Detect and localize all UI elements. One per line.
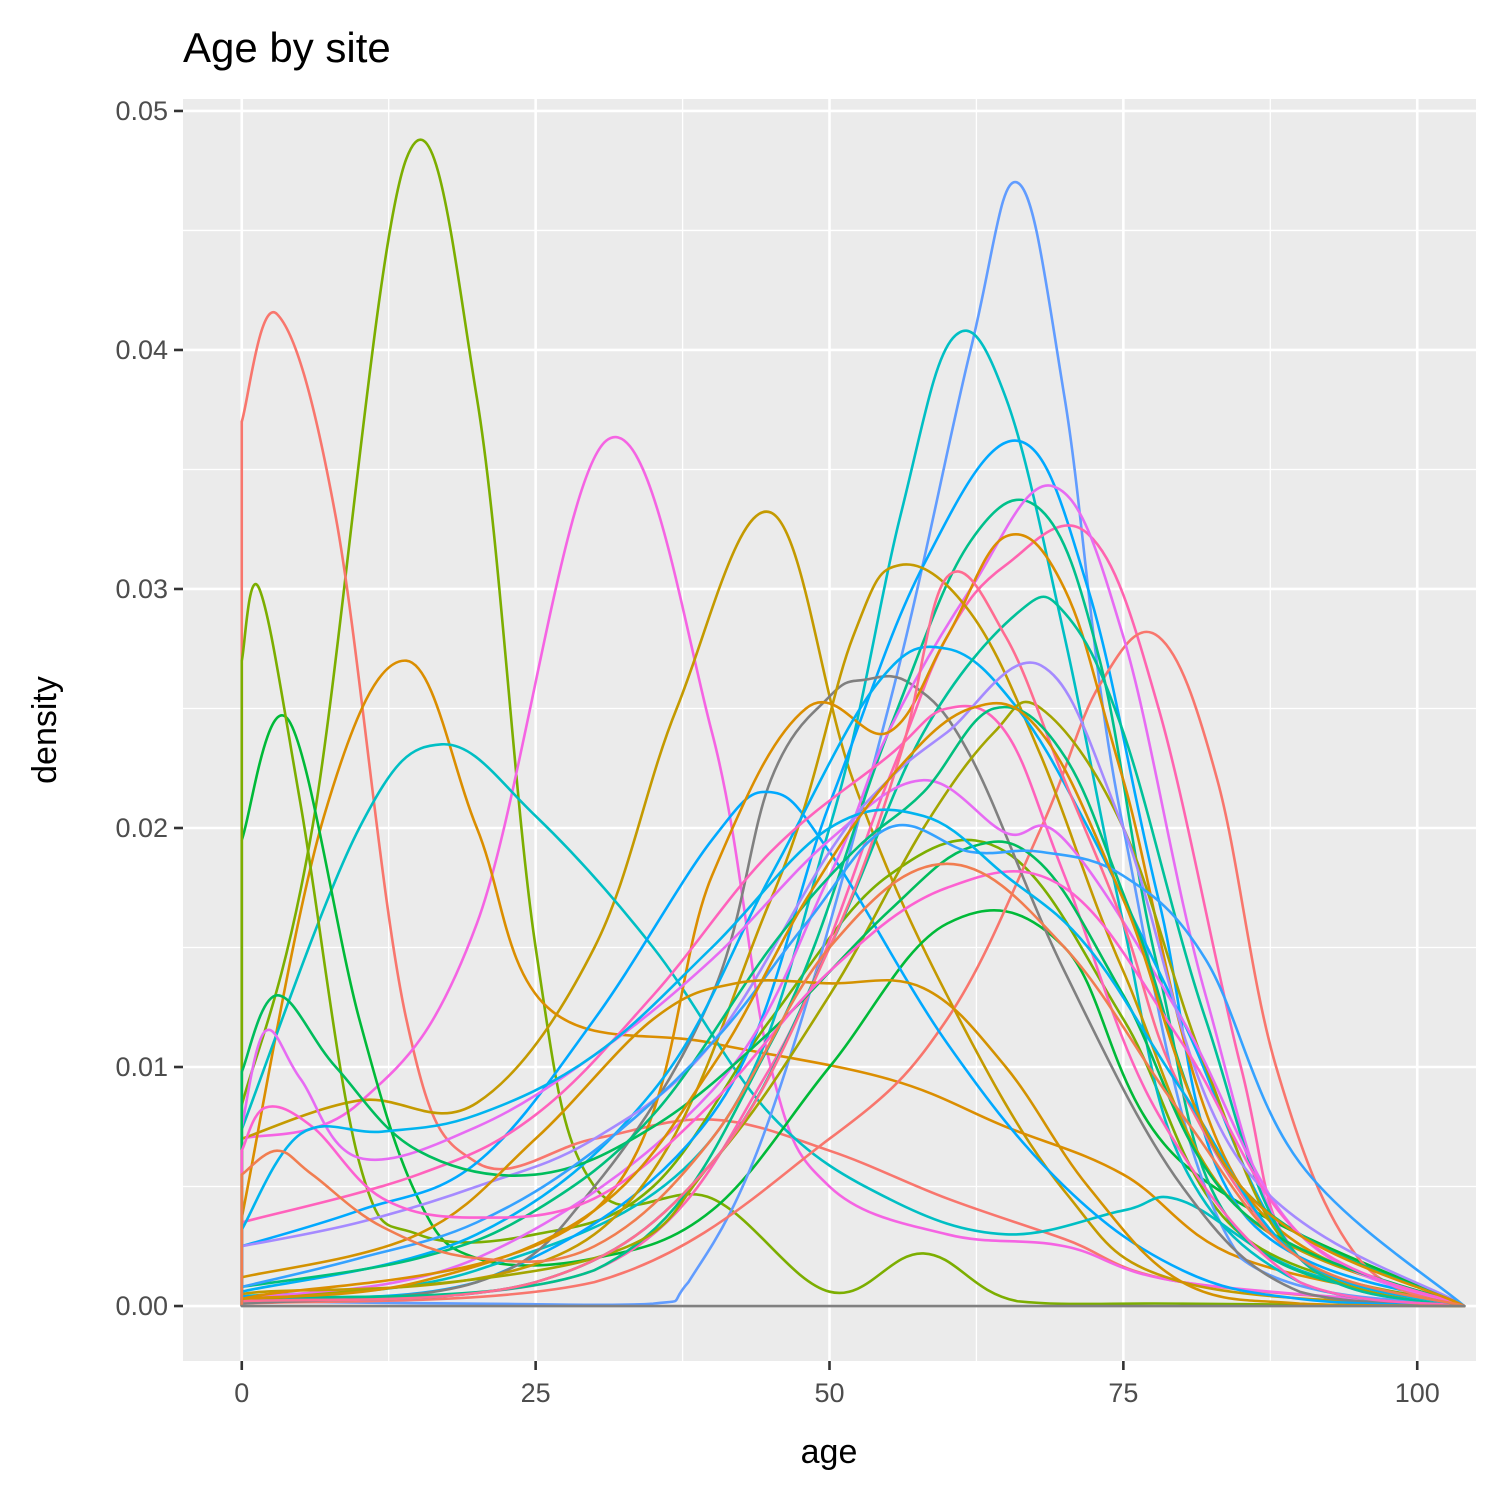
y-tick-label: 0.05 — [115, 96, 168, 126]
y-tick-label: 0.02 — [115, 813, 168, 843]
density-line — [240, 570, 1466, 1308]
x-axis-label: age — [801, 1433, 858, 1471]
y-tick-label: 0.01 — [115, 1052, 168, 1082]
x-tick-label: 100 — [1395, 1378, 1440, 1408]
density-line — [240, 674, 1466, 1308]
density-line — [240, 701, 1466, 1308]
density-line — [240, 862, 1466, 1308]
density-line — [240, 659, 1466, 1308]
density-line — [240, 498, 1466, 1308]
density-line — [240, 823, 1466, 1308]
density-line — [240, 630, 1466, 1308]
y-tick-label: 0.04 — [115, 335, 168, 365]
density-line — [240, 524, 1466, 1308]
density-line — [240, 978, 1466, 1308]
density-line — [240, 790, 1466, 1308]
density-line — [240, 436, 1466, 1308]
density-line — [240, 869, 1466, 1308]
chart-title: Age by site — [183, 24, 391, 71]
density-line — [240, 329, 1466, 1308]
density-line — [240, 138, 1466, 1308]
density-series — [240, 862, 1466, 1308]
y-tick-label: 0.00 — [115, 1291, 168, 1321]
density-line — [240, 439, 1466, 1308]
x-tick-label: 75 — [1108, 1378, 1138, 1408]
density-line — [240, 563, 1466, 1308]
density-line — [240, 700, 1466, 1308]
axes: 0 25 50 75 100 0.00 0.01 0.02 0.03 0.04 0.05 — [115, 96, 1439, 1408]
density-line — [240, 714, 1466, 1308]
y-axis-label: density — [26, 676, 64, 784]
x-tick-label: 0 — [234, 1378, 249, 1408]
density-line — [240, 743, 1466, 1308]
series-lines — [240, 138, 1466, 1308]
x-tick-label: 50 — [814, 1378, 844, 1408]
density-line — [240, 510, 1466, 1308]
density-line — [240, 704, 1466, 1308]
y-tick-label: 0.03 — [115, 574, 168, 604]
x-tick-label: 25 — [521, 1378, 551, 1408]
